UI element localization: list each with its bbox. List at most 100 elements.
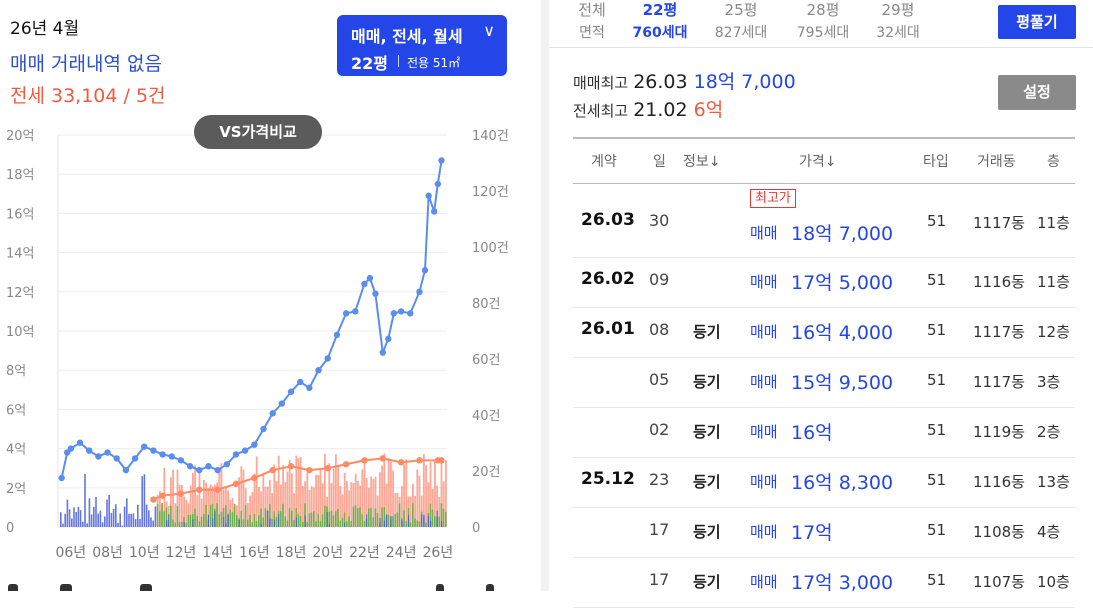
col-day[interactable]: 일 [653, 154, 666, 170]
monthly-volume-bar [293, 520, 295, 527]
table-row[interactable]: 02 등기 매매 16억 51 1119동 2층 [573, 407, 1075, 458]
monthly-volume-bar [372, 517, 374, 527]
sale-price-point [390, 310, 397, 317]
expand-area-button[interactable]: 평풀기 [998, 5, 1076, 39]
col-contract[interactable]: 계약 [591, 154, 617, 170]
monthly-volume-bar [271, 518, 273, 527]
row-day: 30 [649, 211, 670, 230]
sale-price-point [241, 447, 249, 454]
sale-volume-bar [379, 517, 381, 527]
monthly-volume-bar [363, 520, 366, 527]
row-floor: 11층 [1037, 273, 1070, 291]
monthly-volume-bar [392, 516, 394, 527]
table-row[interactable]: 17 등기 매매 17억 51 1108동 4층 [573, 507, 1075, 558]
jeonse-price-point [306, 466, 313, 474]
sale-volume-bar [390, 515, 392, 527]
table-row[interactable]: 26.03 30 매매 18억 7,000 51 1117동 11층 최고가 [573, 183, 1075, 258]
monthly-volume-bar [418, 521, 421, 527]
sale-price-point [232, 451, 240, 458]
sale-volume-bar [99, 510, 102, 527]
row-deal-kind: 매매 [750, 473, 778, 491]
area-tab-sub: 795세대 [796, 25, 850, 41]
monthly-volume-bar [302, 521, 304, 527]
jeonse-volume-bar [174, 503, 177, 527]
area-tab-all[interactable]: 전체 면적 [567, 0, 617, 46]
y-left-tick-label: 20억 [6, 129, 35, 144]
settings-button[interactable]: 설정 [998, 75, 1076, 110]
rent-max-label: 전세최고 [573, 102, 629, 120]
sale-volume-bar [269, 518, 271, 527]
deal-type-selector[interactable]: 매매, 전세, 월세 ∨ 22평 전용 51㎡ [337, 15, 507, 76]
deal-types-label: 매매, 전세, 월세 [351, 27, 463, 46]
table-row[interactable]: 25.12 23 등기 매매 16억 8,300 51 1116동 13층 [573, 457, 1075, 508]
sale-volume-bar [214, 511, 216, 527]
row-type: 51 [927, 371, 947, 389]
monthly-volume-bar [185, 522, 187, 527]
jeonse-volume-bar [227, 490, 229, 527]
row-floor: 13층 [1037, 473, 1070, 491]
jeonse-volume-bar [363, 458, 366, 527]
table-row[interactable]: 17 등기 매매 17억 3,000 51 1107동 10층 [573, 557, 1075, 608]
sale-volume-bar [101, 522, 104, 527]
sale-volume-bar [77, 506, 80, 527]
sale-volume-bar [386, 514, 388, 527]
jeonse-volume-bar [293, 493, 295, 527]
table-row[interactable]: 05 등기 매매 15억 9,500 51 1117동 3층 [573, 357, 1075, 408]
sale-price-point [324, 355, 331, 362]
jeonse-volume-bar [258, 486, 260, 527]
sale-volume-bar [148, 510, 150, 527]
jeonse-volume-bar [401, 485, 403, 527]
col-dong[interactable]: 거래동 [977, 154, 1016, 170]
sale-volume-bar [223, 516, 225, 527]
row-info: 등기 [693, 323, 721, 341]
area-tab-25[interactable]: 25평 827세대 [703, 0, 779, 46]
sale-volume-bar [401, 520, 403, 527]
area-tab-22[interactable]: 22평 760세대 [625, 0, 695, 46]
rent-max-row: 전세최고 21.02 6억 [573, 95, 723, 122]
table-row[interactable]: 26.01 08 등기 매매 16억 4,000 51 1117동 12층 [573, 307, 1075, 358]
row-day: 17 [649, 570, 670, 589]
row-dong: 1117동 [973, 373, 1025, 391]
jeonse-volume-bar [242, 469, 245, 527]
monthly-volume-bar [354, 505, 357, 527]
col-info-sort[interactable]: 정보↓ [683, 154, 721, 170]
sale-volume-bar [115, 504, 117, 527]
monthly-volume-bar [262, 517, 264, 527]
monthly-volume-bar [156, 503, 159, 527]
sale-price-point [113, 455, 120, 462]
jeonse-volume-bar [185, 499, 188, 527]
monthly-volume-bar [229, 509, 231, 527]
row-info: 등기 [693, 373, 721, 391]
monthly-volume-bar [368, 508, 370, 527]
sale-volume-bar [88, 498, 91, 527]
jeonse-volume-bar [286, 471, 289, 527]
selected-month: 26년 4월 [10, 19, 80, 39]
y-right-tick-label: 120건 [472, 185, 509, 200]
vs-price-compare-button[interactable]: VS가격비교 [194, 115, 322, 149]
monthly-volume-bar [211, 503, 214, 527]
jeonse-volume-bar [194, 465, 196, 527]
monthly-volume-bar [178, 521, 181, 527]
sale-price-point [131, 455, 139, 462]
jeonse-volume-bar [159, 490, 161, 527]
area-tab-29[interactable]: 29평 32세대 [865, 0, 931, 46]
row-price: 15억 9,500 [791, 372, 894, 394]
col-type[interactable]: 타입 [923, 154, 949, 170]
table-row[interactable]: 26.02 09 매매 17억 5,000 51 1116동 11층 [573, 257, 1075, 308]
jeonse-volume-bar [183, 496, 185, 527]
col-floor[interactable]: 층 [1047, 154, 1060, 170]
jeonse-volume-bar [266, 486, 269, 527]
monthly-volume-bar [374, 508, 377, 527]
area-tab-28[interactable]: 28평 795세대 [785, 0, 861, 46]
area-tab-label: 29평 [881, 1, 915, 19]
monthly-volume-bar [346, 521, 348, 527]
jeonse-volume-bar [390, 461, 392, 527]
jeonse-volume-bar [277, 455, 280, 527]
jeonse-volume-bar [291, 473, 293, 527]
col-price-sort[interactable]: 가격↓ [799, 154, 837, 170]
sale-price-point [205, 463, 212, 470]
sale-price-point [315, 367, 322, 374]
sale-volume-bar [123, 506, 126, 527]
monthly-volume-bar [242, 519, 245, 527]
price-chart[interactable]: 0 2억 4억 6억 8억 10억 12억 14억 16억 18억 20억 0 20건 40건 60건 80건… [0, 118, 540, 564]
